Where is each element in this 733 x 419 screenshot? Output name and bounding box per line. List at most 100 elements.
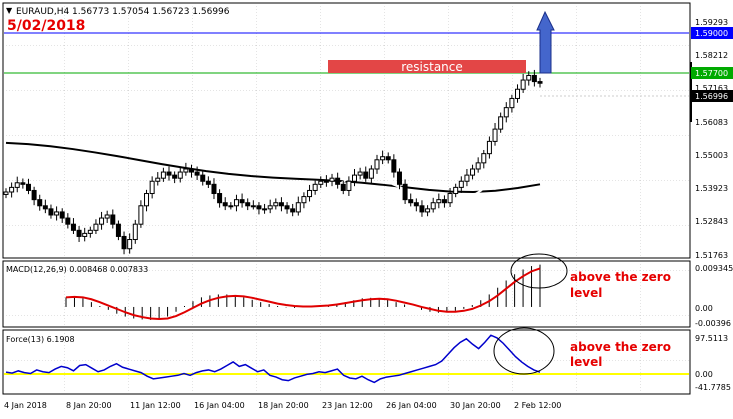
macd-signal-line: [65, 267, 541, 320]
candle-body: [492, 128, 498, 142]
candle-body: [183, 168, 189, 173]
candle-body: [380, 156, 386, 161]
candle-body: [87, 229, 93, 234]
candle-body: [217, 193, 223, 204]
main-tick-0: 1.59293: [695, 18, 728, 27]
force-annotation-line2: level: [570, 355, 602, 369]
candle-body: [42, 205, 48, 210]
candle-body: [115, 223, 121, 237]
candle-body: [318, 180, 324, 185]
candle-body: [99, 217, 105, 225]
macd-tick-2: -0.00396: [695, 319, 731, 328]
candle-body: [526, 74, 532, 81]
main-tick-2: 1.57163: [695, 84, 728, 93]
candle-body: [262, 208, 268, 211]
candle-body: [127, 239, 133, 250]
resistance-box: [328, 60, 526, 73]
force-index-line: [5, 334, 541, 384]
macd-annotation-line1: above the zero: [570, 270, 671, 284]
candle-body: [408, 199, 414, 204]
time-label-5: 23 Jan 12:00: [322, 401, 373, 410]
candle-body: [458, 180, 464, 188]
price-level-text: 1.56996: [695, 92, 728, 101]
macd-title: MACD(12,26,9) 0.008468 0.007833: [6, 265, 148, 274]
candle-body: [3, 191, 9, 195]
candle-body: [104, 214, 110, 219]
candle-body: [149, 180, 155, 195]
main-tick-5: 1.53923: [695, 184, 728, 193]
candle-body: [121, 235, 127, 250]
candle-body: [200, 174, 206, 182]
candle-body: [233, 199, 239, 207]
candle-body: [425, 208, 431, 213]
candle-body: [340, 183, 346, 191]
candle-body: [211, 183, 217, 195]
candle-body: [509, 97, 515, 109]
candle-body: [470, 168, 476, 176]
candles: [3, 69, 543, 255]
time-label-6: 26 Jan 04:00: [386, 401, 437, 410]
candle-body: [396, 171, 402, 185]
up-arrow-icon: [536, 10, 555, 74]
price-level-tag: [691, 90, 733, 102]
candle-body: [25, 183, 31, 191]
main-tick-6: 1.52843: [695, 217, 728, 226]
candle-body: [188, 168, 194, 173]
candle-body: [9, 186, 15, 193]
candle-body: [194, 171, 200, 176]
force-tick-0: 97.5113: [695, 334, 728, 343]
candle-body: [93, 223, 99, 231]
candle-body: [222, 202, 228, 207]
candle-body: [228, 205, 234, 208]
candle-body: [515, 88, 521, 99]
candle-body: [284, 205, 290, 210]
candle-body: [419, 205, 425, 213]
candle-body: [374, 159, 380, 170]
main-tick-1: 1.58212: [695, 51, 728, 60]
candle-body: [441, 199, 447, 204]
candle-body: [37, 199, 43, 207]
macd-annotation-line2: level: [570, 286, 602, 300]
force-title: Force(13) 6.1908: [6, 335, 75, 344]
force-annotation-line1: above the zero: [570, 340, 671, 354]
candle-body: [59, 211, 65, 219]
green-level-text: 1.57700: [695, 69, 728, 78]
blue-level-text: 1.59000: [695, 29, 728, 38]
candle-body: [70, 223, 76, 231]
candle-body: [245, 202, 251, 207]
candle-body: [278, 202, 284, 207]
time-axis: 4 Jan 2018 8 Jan 20:00 11 Jan 12:00 16 J…: [4, 401, 561, 410]
candle-body: [301, 196, 307, 204]
candle-body: [481, 153, 487, 164]
chart-dropdown-icon[interactable]: ▼: [6, 6, 13, 15]
candle-body: [486, 140, 492, 155]
candle-body: [166, 171, 172, 176]
candle-body: [155, 177, 161, 182]
candle-body: [352, 174, 358, 182]
candle-body: [307, 189, 313, 198]
candle-body: [531, 74, 537, 83]
candle-body: [205, 180, 211, 185]
candle-body: [65, 217, 71, 225]
candle-body: [464, 174, 470, 182]
candle-body: [357, 171, 363, 176]
candle-body: [453, 186, 459, 195]
candle-body: [537, 81, 543, 84]
candle-body: [144, 193, 150, 207]
candle-body: [132, 223, 138, 241]
candle-body: [385, 156, 391, 161]
macd-tick-0: 0.009345: [695, 264, 733, 273]
candle-body: [323, 180, 329, 183]
candle-body: [312, 183, 318, 191]
time-label-2: 11 Jan 12:00: [130, 401, 181, 410]
macd-grid: [4, 262, 689, 326]
candle-body: [160, 171, 166, 179]
candle-body: [391, 159, 397, 173]
candle-body: [430, 202, 436, 210]
force-grid: [4, 331, 689, 393]
main-tick-3: 1.56083: [695, 118, 728, 127]
candle-body: [346, 180, 352, 191]
candle-body: [110, 214, 116, 225]
